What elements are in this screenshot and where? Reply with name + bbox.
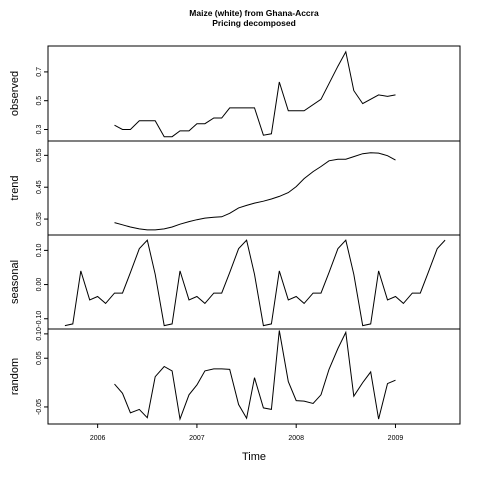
series-line-trend	[114, 152, 396, 231]
y-tick-label-observed: 0.5	[36, 96, 43, 106]
panel-frame-random	[47, 328, 461, 425]
y-axis-label-observed: observed	[9, 71, 21, 116]
y-tick-label-random: -0.05	[36, 399, 43, 415]
panel-frame-trend	[47, 140, 461, 236]
panel-trend: trend 0.35 0.45 0.55	[9, 140, 461, 236]
x-axis: 2006 2007 2008 2009	[90, 424, 404, 442]
y-tick-label-random: 0.10	[36, 327, 43, 341]
y-axis-label-seasonal: seasonal	[9, 260, 21, 304]
panel-observed: observed 0.3 0.5 0.7	[9, 45, 461, 142]
series-line-observed	[114, 50, 396, 138]
panel-frame-observed	[47, 45, 461, 142]
panels-group: observed 0.3 0.5 0.7 trend 0.35 0.45 0.55 season…	[9, 45, 461, 425]
y-tick-label-observed: 0.7	[36, 67, 43, 77]
y-tick-label-seasonal: 0.00	[36, 278, 43, 292]
y-tick-label-seasonal: -0.10	[36, 311, 43, 327]
y-tick-label-trend: 0.35	[36, 212, 43, 226]
panel-random: random -0.05 0.05 0.10	[9, 327, 461, 425]
y-tick-label-seasonal: 0.10	[36, 243, 43, 257]
series-line-random	[114, 330, 396, 422]
panel-seasonal: seasonal -0.10 0.00 0.10	[9, 234, 461, 330]
y-tick-label-observed: 0.3	[36, 125, 43, 135]
chart-subtitle: Pricing decomposed	[212, 18, 296, 28]
panel-frame-seasonal	[47, 234, 461, 330]
y-axis-label-trend: trend	[9, 175, 21, 200]
chart-title: Maize (white) from Ghana-Accra	[189, 8, 319, 18]
x-tick-label: 2008	[288, 435, 304, 442]
y-axis-label-random: random	[9, 358, 21, 395]
y-tick-label-random: 0.05	[36, 351, 43, 365]
x-axis-label: Time	[242, 451, 266, 463]
y-tick-label-trend: 0.45	[36, 180, 43, 194]
series-line-seasonal	[64, 239, 446, 327]
y-tick-label-trend: 0.55	[36, 148, 43, 162]
x-tick-label: 2009	[388, 435, 404, 442]
x-tick-label: 2007	[189, 435, 205, 442]
x-tick-label: 2006	[90, 435, 106, 442]
